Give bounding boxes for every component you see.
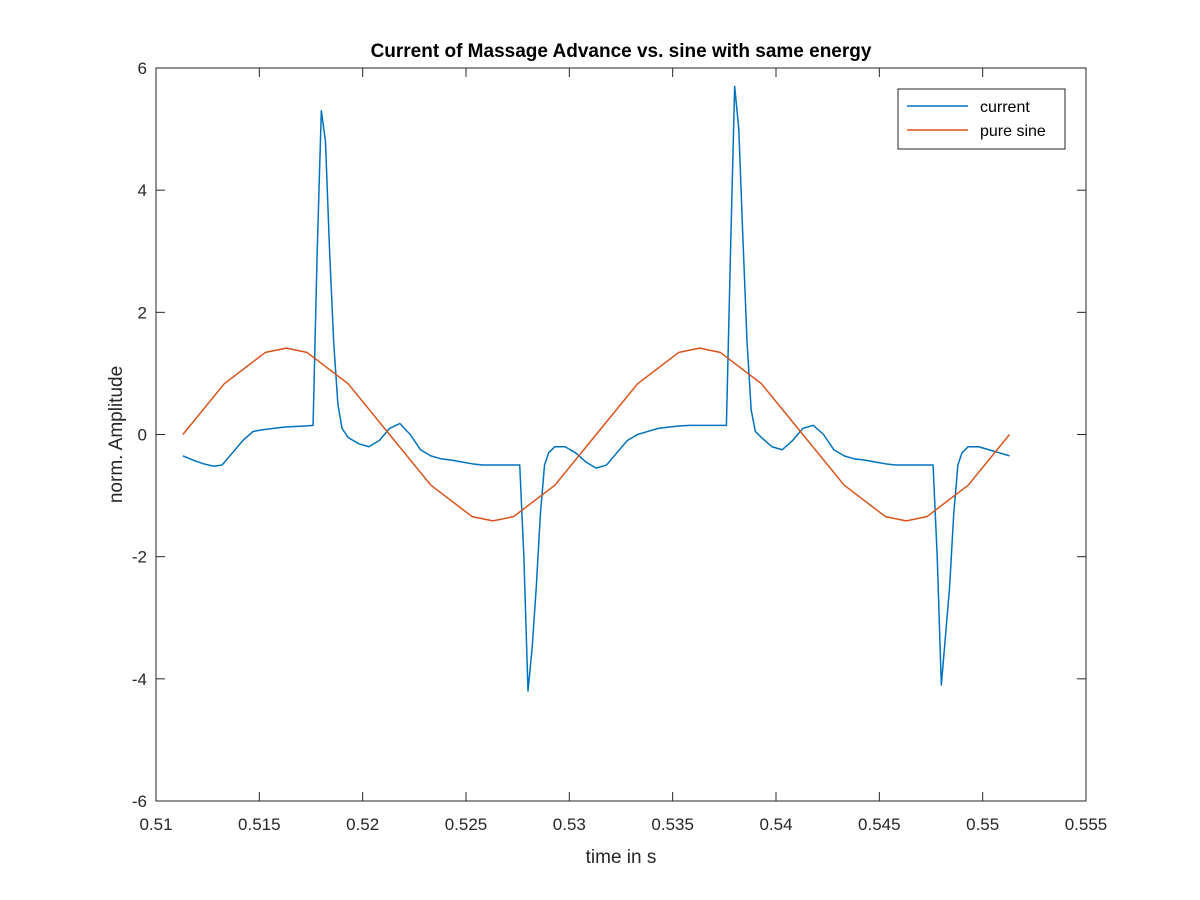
y-tick-label: 4 <box>138 181 147 200</box>
x-tick-label: 0.55 <box>966 815 999 834</box>
x-tick-label: 0.54 <box>759 815 792 834</box>
y-tick-label: -4 <box>132 670 147 689</box>
legend: current pure sine <box>897 88 1066 150</box>
y-tick-label: -2 <box>132 548 147 567</box>
x-tick-label: 0.535 <box>651 815 694 834</box>
y-tick-label: 6 <box>138 59 147 78</box>
x-tick-label: 0.53 <box>553 815 586 834</box>
x-tick-label: 0.515 <box>238 815 281 834</box>
x-tick-label: 0.545 <box>858 815 901 834</box>
y-tick-label: -6 <box>132 792 147 811</box>
x-tick-label: 0.555 <box>1065 815 1108 834</box>
x-tick-label: 0.52 <box>346 815 379 834</box>
x-axis-label: time in s <box>586 847 657 868</box>
y-axis-label: norm. Amplitude <box>106 366 127 503</box>
plot-area <box>155 67 1087 802</box>
legend-label-pure-sine: pure sine <box>980 123 1046 140</box>
legend-box <box>897 88 1066 150</box>
series-line-pure-sine <box>182 347 1011 522</box>
axis-ticks: 0.51 0.515 0.52 0.525 0.53 0.535 0.54 0.545 0.55… <box>132 59 1107 834</box>
x-tick-label: 0.525 <box>445 815 488 834</box>
series-layer <box>182 85 1011 692</box>
series-line-current <box>182 85 1010 692</box>
chart-title: Current of Massage Advance vs. sine with… <box>371 41 872 62</box>
y-tick-label: 2 <box>138 303 147 322</box>
y-tick-label: 0 <box>138 426 147 445</box>
x-tick-label: 0.51 <box>139 815 172 834</box>
legend-label-current: current <box>980 99 1030 116</box>
